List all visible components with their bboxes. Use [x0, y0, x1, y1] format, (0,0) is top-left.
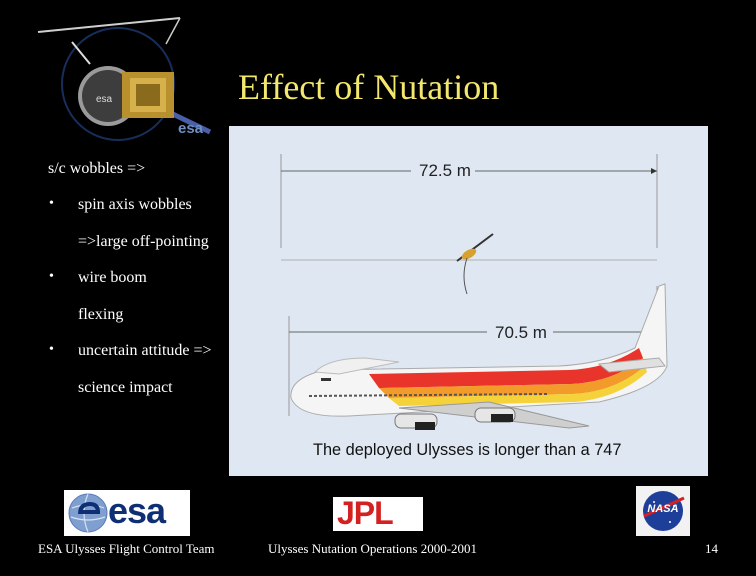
bullet-item: uncertain attitude => [78, 342, 212, 359]
esa-logo-text: esa [108, 490, 166, 531]
illustration-caption: The deployed Ulysses is longer than a 74… [313, 440, 622, 459]
footer-left: ESA Ulysses Flight Control Team [38, 541, 215, 556]
page-number: 14 [705, 541, 718, 556]
nasa-logo-text: NASA [647, 503, 679, 515]
esa-logo: esa [64, 490, 190, 536]
bullet-item: s/c wobbles => [48, 160, 146, 177]
bullet-dot: • [49, 269, 54, 284]
nasa-logo: NASA [636, 486, 690, 536]
dimension-label-747: 70.5 m [495, 323, 547, 342]
illustration-graphic [280, 154, 668, 430]
slide-title: Effect of Nutation [238, 67, 500, 107]
footer-center: Ulysses Nutation Operations 2000-2001 [268, 541, 478, 556]
bullet-item: science impact [78, 379, 173, 396]
nasa-meatball-icon [643, 491, 685, 531]
bullet-dot: • [49, 196, 54, 211]
bullet-item: wire boom [78, 269, 147, 286]
esa-globe-icon [68, 493, 108, 533]
comparison-illustration: 72.5 m 70.5 m The deployed Ulysses is lo… [229, 126, 708, 476]
ulysses-spacecraft-logo: esa [37, 17, 212, 141]
bullet-item: spin axis wobbles [78, 196, 192, 213]
bullet-dot: • [49, 342, 54, 357]
dimension-label-ulysses: 72.5 m [419, 161, 471, 180]
svg-text:esa: esa [96, 94, 113, 105]
bullet-item: flexing [78, 306, 124, 323]
esa-logo-text: esa [178, 120, 204, 137]
jpl-logo: JPL [333, 495, 423, 531]
bullet-item: =>large off-pointing [78, 233, 209, 250]
jpl-logo-text: JPL [337, 495, 394, 531]
